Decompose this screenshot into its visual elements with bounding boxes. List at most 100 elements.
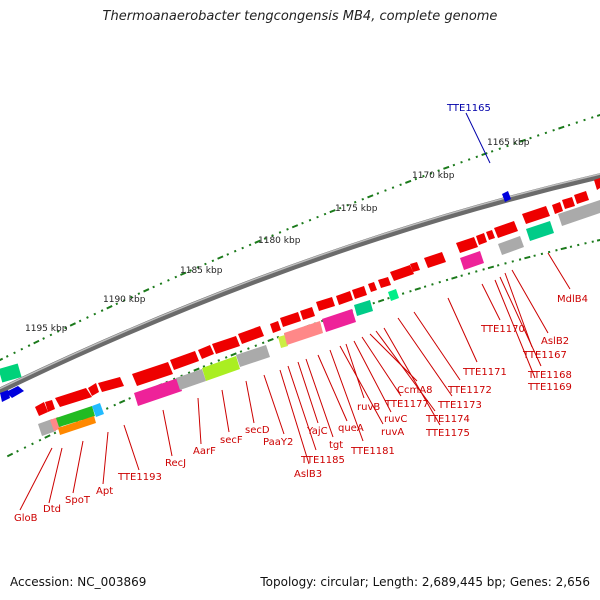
gene-label-aarf[interactable]: AarF bbox=[193, 446, 216, 457]
gene-p[interactable] bbox=[368, 282, 377, 292]
gene-l[interactable] bbox=[300, 307, 315, 320]
gene-label-tte1175[interactable]: TTE1175 bbox=[425, 428, 470, 439]
gene-globreg[interactable] bbox=[35, 402, 48, 416]
gene-ac[interactable] bbox=[594, 178, 600, 190]
gene-label-tte1177[interactable]: TTE1177 bbox=[384, 399, 429, 410]
scale-major-tick bbox=[519, 138, 526, 143]
gene-aa[interactable] bbox=[562, 197, 575, 209]
gene-green-partial[interactable] bbox=[0, 363, 22, 383]
gene-label-tte1167[interactable]: TTE1167 bbox=[522, 350, 567, 361]
gene-label-tte1169[interactable]: TTE1169 bbox=[527, 382, 572, 393]
gene-cyan-1[interactable] bbox=[92, 403, 104, 417]
gene-grey-3[interactable] bbox=[236, 345, 270, 367]
gene-c[interactable] bbox=[88, 383, 99, 396]
scale-major-tick bbox=[106, 305, 113, 310]
gene-s[interactable] bbox=[410, 262, 420, 272]
gene-label-globb[interactable]: GloB bbox=[14, 513, 38, 524]
gene-grey-5[interactable] bbox=[558, 200, 600, 226]
scale-minor-tick bbox=[263, 237, 267, 240]
gene-i[interactable] bbox=[238, 326, 264, 344]
scale-minor-tick bbox=[575, 121, 579, 124]
gene-grey-2[interactable] bbox=[176, 369, 206, 390]
gene-n[interactable] bbox=[336, 291, 353, 305]
gene-label-tte1172[interactable]: TTE1172 bbox=[447, 385, 492, 396]
gene-q[interactable] bbox=[378, 277, 391, 288]
gene-grey-4[interactable] bbox=[498, 236, 524, 255]
scale-minor-tick bbox=[226, 253, 230, 256]
gene-green-1[interactable] bbox=[56, 406, 95, 427]
gene-m[interactable] bbox=[316, 297, 335, 311]
gene-ab[interactable] bbox=[574, 191, 589, 204]
gene-label-recj[interactable]: RecJ bbox=[165, 458, 186, 469]
gene-y[interactable] bbox=[522, 206, 550, 224]
gene-green-bright-3[interactable] bbox=[388, 289, 399, 301]
gene-label-tte1185[interactable]: TTE1185 bbox=[300, 455, 345, 466]
gene-t[interactable] bbox=[424, 252, 446, 268]
gene-d[interactable] bbox=[98, 377, 124, 392]
gene-label-tte1165[interactable]: TTE1165 bbox=[446, 103, 491, 114]
gene-label-tte1174[interactable]: TTE1174 bbox=[425, 414, 470, 425]
gene-label-tte1193[interactable]: TTE1193 bbox=[117, 472, 162, 483]
gene-w[interactable] bbox=[486, 230, 495, 240]
scale-dots bbox=[0, 113, 600, 363]
gene-pink-3[interactable] bbox=[284, 321, 323, 345]
gene-teal-3[interactable] bbox=[354, 300, 373, 316]
gene-r[interactable] bbox=[390, 265, 414, 281]
gene-label-ccma8[interactable]: CcmA8 bbox=[397, 385, 432, 396]
scale-minor-tick bbox=[591, 240, 594, 243]
accession-text: Accession: NC_003869 bbox=[10, 575, 147, 589]
gene-label-tte1171[interactable]: TTE1171 bbox=[462, 367, 507, 378]
gene-label-secd[interactable]: secD bbox=[245, 425, 270, 436]
scale-minor-tick bbox=[376, 192, 380, 195]
scale-minor-tick bbox=[361, 197, 365, 201]
gene-label-aslb2[interactable]: AslB2 bbox=[541, 336, 569, 347]
gene-label-tte1170[interactable]: TTE1170 bbox=[480, 324, 525, 335]
scale-minor-tick bbox=[286, 228, 289, 231]
scale-major-tick bbox=[414, 287, 421, 291]
gene-label-tgt[interactable]: tgt bbox=[329, 440, 343, 451]
gene-tte1165[interactable] bbox=[502, 191, 511, 202]
gene-label-quea[interactable]: queA bbox=[338, 423, 364, 434]
gene-label-ruvb[interactable]: ruvB bbox=[357, 402, 380, 413]
gene-u[interactable] bbox=[456, 237, 478, 253]
gene-e[interactable] bbox=[132, 362, 173, 386]
gene-label-dtd[interactable]: Dtd bbox=[43, 504, 61, 515]
gene-label-spot[interactable]: SpoT bbox=[65, 495, 91, 506]
gene-label-tte1168[interactable]: TTE1168 bbox=[527, 370, 572, 381]
scale-minor-tick bbox=[445, 278, 449, 282]
gene-k[interactable] bbox=[280, 312, 301, 327]
gene-label-mdlb4[interactable]: MdlB4 bbox=[557, 294, 588, 305]
gene-z[interactable] bbox=[552, 202, 563, 214]
gene-lime-2[interactable] bbox=[202, 356, 240, 381]
gene-magenta-4[interactable] bbox=[460, 251, 484, 270]
scale-minor-tick bbox=[540, 252, 544, 256]
gene-label-secf[interactable]: secF bbox=[220, 435, 243, 446]
gene-magenta-2[interactable] bbox=[134, 378, 182, 406]
gene-h[interactable] bbox=[212, 336, 240, 354]
scale-minor-tick bbox=[159, 282, 163, 285]
gene-label-ruva[interactable]: ruvA bbox=[381, 427, 404, 438]
gene-track[interactable] bbox=[0, 178, 600, 436]
gene-a[interactable] bbox=[45, 400, 55, 412]
gene-label-tte1173[interactable]: TTE1173 bbox=[437, 400, 482, 411]
gene-orange-1[interactable] bbox=[58, 416, 96, 435]
gene-blue-left-2[interactable] bbox=[6, 386, 24, 398]
gene-label-yajc[interactable]: YajC bbox=[306, 426, 328, 437]
gene-o[interactable] bbox=[352, 286, 367, 299]
gene-magenta-3[interactable] bbox=[322, 309, 356, 332]
gene-x[interactable] bbox=[494, 221, 518, 238]
scale-minor-tick bbox=[423, 285, 427, 288]
gene-v[interactable] bbox=[476, 233, 487, 245]
gene-b[interactable] bbox=[55, 388, 92, 407]
gene-label-aslb3[interactable]: AslB3 bbox=[294, 469, 322, 480]
gene-f[interactable] bbox=[170, 351, 199, 370]
scale-minor-tick bbox=[529, 136, 532, 140]
gene-label-ruvc[interactable]: ruvC bbox=[384, 414, 407, 425]
gene-label-tte1181[interactable]: TTE1181 bbox=[350, 446, 395, 457]
gene-j[interactable] bbox=[270, 321, 281, 333]
gene-label-paay2[interactable]: PaaY2 bbox=[263, 437, 293, 448]
gene-teal-4[interactable] bbox=[526, 221, 554, 241]
gene-g[interactable] bbox=[198, 345, 214, 359]
gene-label-apt[interactable]: Apt bbox=[96, 486, 113, 497]
